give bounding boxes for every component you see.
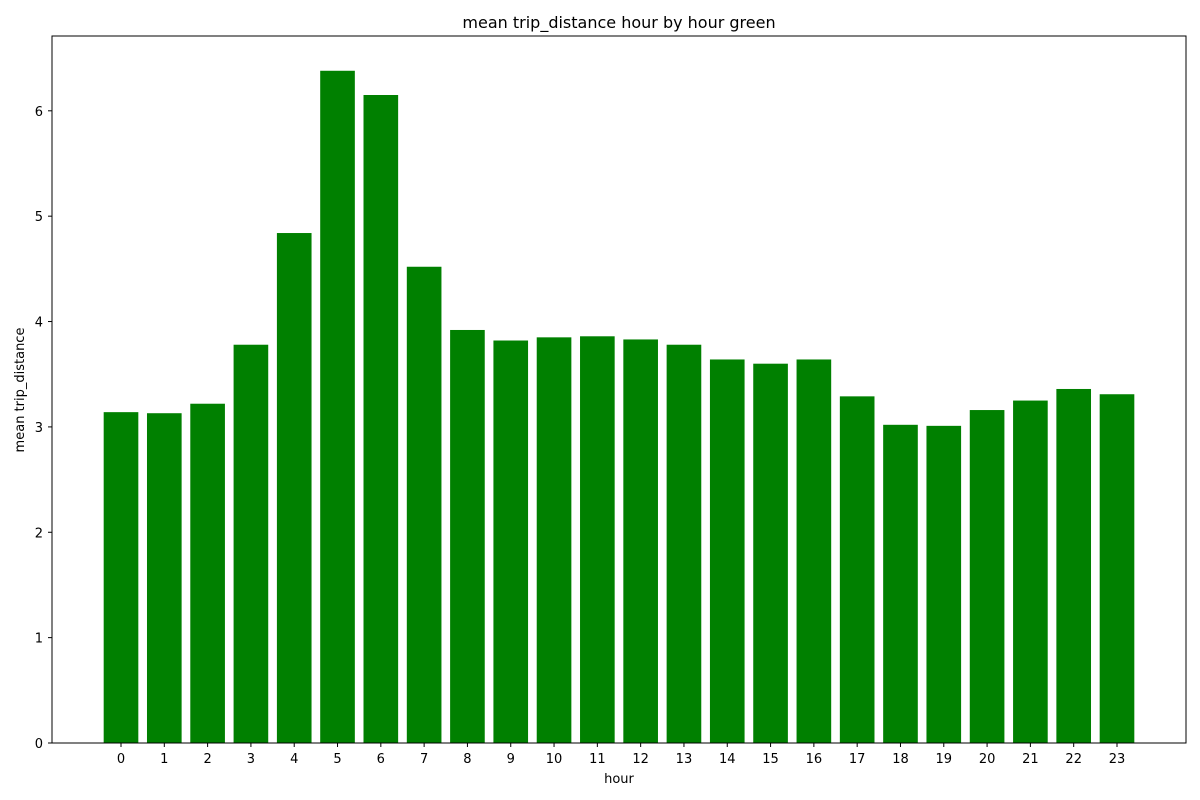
y-tick-label: 0: [35, 737, 43, 752]
bar-hour-13: [666, 344, 702, 743]
x-tick-label: 15: [762, 752, 779, 767]
x-tick-label: 21: [1022, 752, 1039, 767]
y-tick-label: 3: [35, 421, 43, 436]
x-tick-label: 9: [507, 752, 515, 767]
x-tick-label: 7: [420, 752, 428, 767]
bar-hour-5: [320, 70, 355, 743]
x-tick-label: 11: [589, 752, 606, 767]
x-tick-label: 5: [333, 752, 341, 767]
bar-hour-11: [580, 336, 615, 743]
bar-hour-9: [493, 340, 529, 743]
bar-hour-23: [1099, 394, 1135, 743]
x-tick-label: 6: [377, 752, 385, 767]
bar-hour-2: [190, 403, 225, 743]
plot-frame: [51, 35, 1187, 744]
bar-hour-1: [146, 413, 182, 743]
bar-hour-10: [536, 337, 572, 743]
x-tick-label: 2: [203, 752, 211, 767]
bar-hour-8: [450, 329, 485, 743]
bars-group: [103, 70, 1135, 743]
x-axis-ticks: 0 1 2 3 4 5 6 7 8 9 10 11 12 13 14 15 16 17 18 19 20 21 22 23: [117, 743, 1125, 767]
x-tick-label: 10: [546, 752, 563, 767]
chart-title: mean trip_distance hour by hour green: [462, 13, 775, 33]
y-tick-label: 1: [35, 632, 43, 647]
bar-hour-15: [753, 363, 788, 743]
x-tick-label: 4: [290, 752, 298, 767]
y-tick-label: 2: [35, 526, 43, 541]
y-axis-label: mean trip_distance: [13, 328, 28, 453]
bar-hour-18: [883, 424, 918, 743]
bar-hour-21: [1013, 400, 1048, 743]
x-tick-label: 8: [463, 752, 471, 767]
bar-hour-17: [839, 396, 875, 743]
bar-hour-20: [969, 410, 1005, 743]
x-tick-label: 1: [160, 752, 168, 767]
x-tick-label: 22: [1065, 752, 1082, 767]
x-tick-label: 13: [676, 752, 693, 767]
y-tick-label: 6: [35, 105, 43, 120]
x-tick-label: 12: [632, 752, 649, 767]
bar-hour-3: [233, 344, 269, 743]
x-tick-label: 3: [247, 752, 255, 767]
x-tick-label: 14: [719, 752, 736, 767]
y-axis-ticks: 0 1 2 3 4 5 6: [35, 105, 52, 752]
x-tick-label: 19: [936, 752, 953, 767]
bar-hour-16: [796, 359, 832, 743]
bar-hour-6: [363, 95, 399, 743]
bar-hour-12: [623, 339, 658, 743]
bar-hour-0: [103, 412, 139, 743]
x-tick-label: 0: [117, 752, 125, 767]
bar-hour-22: [1056, 388, 1092, 743]
x-tick-label: 18: [892, 752, 909, 767]
bar-hour-14: [709, 359, 745, 743]
x-tick-label: 16: [806, 752, 823, 767]
y-tick-label: 5: [35, 210, 43, 225]
bar-hour-4: [276, 233, 312, 743]
x-tick-label: 17: [849, 752, 866, 767]
bar-hour-7: [406, 266, 442, 743]
y-tick-label: 4: [35, 316, 43, 331]
x-tick-label: 20: [979, 752, 996, 767]
bar-hour-19: [926, 425, 962, 743]
x-tick-label: 23: [1109, 752, 1126, 767]
x-axis-label: hour: [604, 772, 634, 787]
